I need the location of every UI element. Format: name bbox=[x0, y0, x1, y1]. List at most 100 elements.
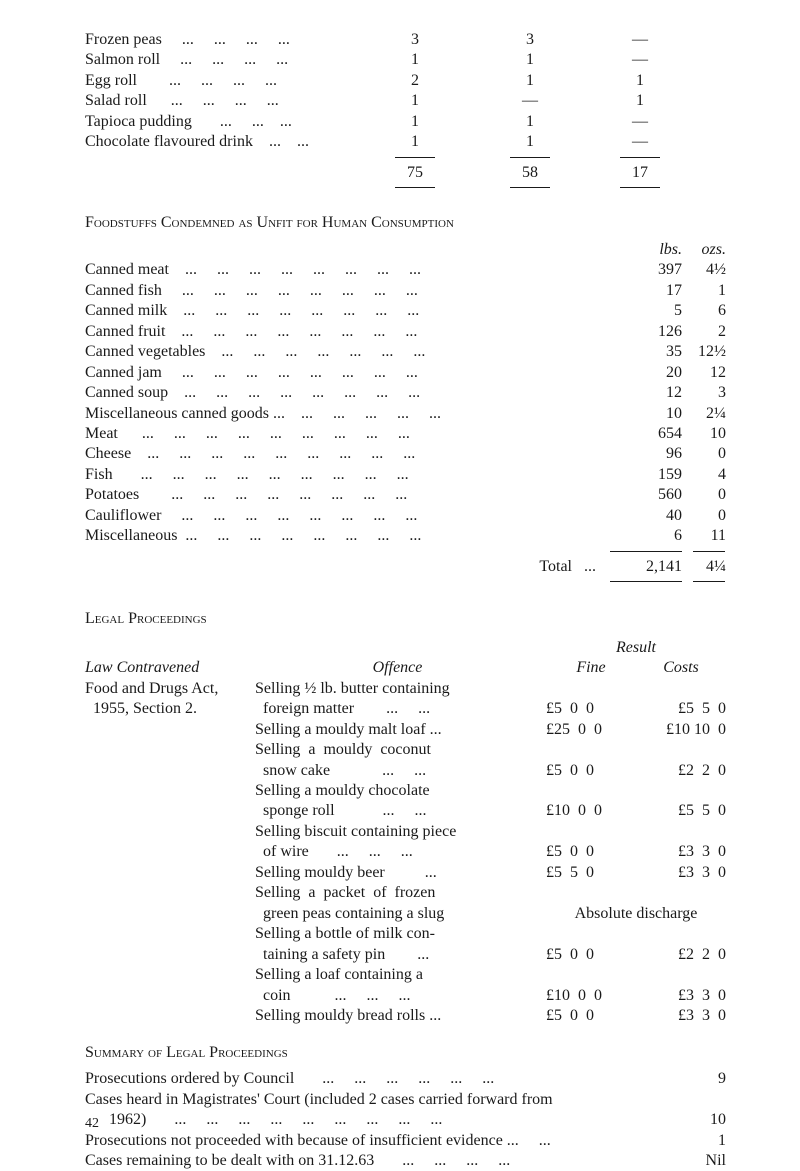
costs-val: £3 3 0 bbox=[636, 842, 726, 862]
offence-text: Selling a mouldy coconut bbox=[255, 740, 546, 760]
col2: — bbox=[475, 91, 585, 111]
item-name: Egg roll ... ... ... ... bbox=[85, 71, 355, 91]
condemned-row: Canned vegetables ... ... ... ... ... ..… bbox=[85, 342, 726, 362]
lbs-val: 35 bbox=[622, 342, 692, 362]
costs-val: £2 2 0 bbox=[636, 945, 726, 965]
lbs-val: 20 bbox=[622, 363, 692, 383]
top-rule bbox=[85, 153, 726, 163]
lbs-val: 40 bbox=[622, 506, 692, 526]
legal-row: taining a safety pin ...£5 0 0£2 2 0 bbox=[255, 945, 726, 965]
condemned-name: Fish ... ... ... ... ... ... ... ... ... bbox=[85, 465, 622, 485]
col3: — bbox=[585, 132, 695, 152]
page: Frozen peas ... ... ... ...33—Salmon rol… bbox=[0, 0, 800, 1159]
summary-row: Cases remaining to be dealt with on 31.1… bbox=[85, 1151, 726, 1171]
law-text-1: Food and Drugs Act, bbox=[85, 679, 255, 699]
legal-row: Selling a mouldy coconut bbox=[255, 740, 726, 760]
summary-label: 1962) ... ... ... ... ... ... ... ... ..… bbox=[85, 1110, 682, 1130]
fine-val: £5 0 0 bbox=[546, 1006, 636, 1026]
condemned-row: Cauliflower ... ... ... ... ... ... ... … bbox=[85, 506, 726, 526]
fine-val: £5 0 0 bbox=[546, 945, 636, 965]
top-table-row: Egg roll ... ... ... ...211 bbox=[85, 71, 726, 91]
legal-row: Selling mouldy beer ...£5 5 0£3 3 0 bbox=[255, 863, 726, 883]
condemned-name: Canned vegetables ... ... ... ... ... ..… bbox=[85, 342, 622, 362]
condemned-name: Miscellaneous canned goods ... ... ... .… bbox=[85, 404, 622, 424]
legal-row: snow cake ... ...£5 0 0£2 2 0 bbox=[255, 761, 726, 781]
condemned-row: Canned soup ... ... ... ... ... ... ... … bbox=[85, 383, 726, 403]
condemned-name: Miscellaneous ... ... ... ... ... ... ..… bbox=[85, 526, 622, 546]
summary-val: 10 bbox=[682, 1110, 726, 1130]
summary-row: Prosecutions ordered by Council ... ... … bbox=[85, 1069, 726, 1089]
lbs-val: 5 bbox=[622, 301, 692, 321]
condemned-title: Foodstuffs Condemned as Unfit for Human … bbox=[85, 213, 726, 233]
condemned-name: Cauliflower ... ... ... ... ... ... ... … bbox=[85, 506, 622, 526]
summary-val: 1 bbox=[682, 1131, 726, 1151]
condemned-name: Potatoes ... ... ... ... ... ... ... ... bbox=[85, 485, 622, 505]
condemned-name: Canned meat ... ... ... ... ... ... ... … bbox=[85, 260, 622, 280]
ozs-val: 4½ bbox=[692, 260, 726, 280]
ozs-val: 0 bbox=[692, 506, 726, 526]
fine-merged: Absolute discharge bbox=[546, 904, 726, 924]
offence-text: taining a safety pin ... bbox=[255, 945, 546, 965]
header-fine: Fine bbox=[546, 658, 636, 678]
lbs-val: 6 bbox=[622, 526, 692, 546]
ozs-val: 2 bbox=[692, 322, 726, 342]
ozs-val: 6 bbox=[692, 301, 726, 321]
fine-val: £5 0 0 bbox=[546, 842, 636, 862]
summary-body: Prosecutions ordered by Council ... ... … bbox=[85, 1069, 726, 1171]
page-number: 42 bbox=[85, 1115, 99, 1133]
summary-val: 9 bbox=[682, 1069, 726, 1089]
ozs-val: 3 bbox=[692, 383, 726, 403]
legal-row: Selling biscuit containing piece bbox=[255, 822, 726, 842]
fine-val: £10 0 0 bbox=[546, 986, 636, 1006]
col3: 1 bbox=[585, 91, 695, 111]
condemned-name: Canned milk ... ... ... ... ... ... ... … bbox=[85, 301, 622, 321]
fine-val: £5 0 0 bbox=[546, 699, 636, 719]
summary-title: Summary of Legal Proceedings bbox=[85, 1043, 726, 1063]
item-name: Salmon roll ... ... ... ... bbox=[85, 50, 355, 70]
total-lbs: 2,141 bbox=[622, 557, 692, 577]
summary-label: Cases remaining to be dealt with on 31.1… bbox=[85, 1151, 682, 1171]
summary-label: Prosecutions not proceeded with because … bbox=[85, 1131, 682, 1151]
fine-val: £10 0 0 bbox=[546, 801, 636, 821]
offence-text: sponge roll ... ... bbox=[255, 801, 546, 821]
costs-val: £10 10 0 bbox=[636, 720, 726, 740]
offence-text: Selling biscuit containing piece bbox=[255, 822, 546, 842]
header-law: Law Contravened bbox=[85, 658, 255, 678]
condemned-row: Fish ... ... ... ... ... ... ... ... ...… bbox=[85, 465, 726, 485]
item-name: Salad roll ... ... ... ... bbox=[85, 91, 355, 111]
fine-val: £25 0 0 bbox=[546, 720, 636, 740]
summary-row: 1962) ... ... ... ... ... ... ... ... ..… bbox=[85, 1110, 726, 1130]
legal-row: of wire ... ... ...£5 0 0£3 3 0 bbox=[255, 842, 726, 862]
col2: 1 bbox=[475, 71, 585, 91]
condemned-row: Cheese ... ... ... ... ... ... ... ... .… bbox=[85, 444, 726, 464]
legal-row: Selling ½ lb. butter containing bbox=[255, 679, 726, 699]
offence-text: Selling a bottle of milk con- bbox=[255, 924, 546, 944]
ozs-val: 2¼ bbox=[692, 404, 726, 424]
header-lbs: lbs. bbox=[622, 240, 692, 260]
condemned-row: Canned jam ... ... ... ... ... ... ... .… bbox=[85, 363, 726, 383]
law-col: Food and Drugs Act, 1955, Section 2. bbox=[85, 679, 255, 1027]
offence-text: Selling a mouldy chocolate bbox=[255, 781, 546, 801]
ozs-val: 1 bbox=[692, 281, 726, 301]
col1: 1 bbox=[355, 132, 475, 152]
condemned-row: Canned fish ... ... ... ... ... ... ... … bbox=[85, 281, 726, 301]
condemned-name: Meat ... ... ... ... ... ... ... ... ... bbox=[85, 424, 622, 444]
col1: 1 bbox=[355, 112, 475, 132]
col2: 1 bbox=[475, 132, 585, 152]
col3: — bbox=[585, 30, 695, 50]
condemned-name: Canned fruit ... ... ... ... ... ... ...… bbox=[85, 322, 622, 342]
legal-body-wrap: Food and Drugs Act, 1955, Section 2. Sel… bbox=[85, 679, 726, 1027]
condemned-rule-bottom bbox=[85, 577, 726, 587]
lbs-val: 12 bbox=[622, 383, 692, 403]
result-header: Result bbox=[546, 638, 726, 658]
top-table-row: Tapioca pudding ... ... ...11— bbox=[85, 112, 726, 132]
item-name: Tapioca pudding ... ... ... bbox=[85, 112, 355, 132]
legal-row: Selling a packet of frozen bbox=[255, 883, 726, 903]
costs-val: £5 5 0 bbox=[636, 801, 726, 821]
costs-val: £5 5 0 bbox=[636, 699, 726, 719]
costs-val: £2 2 0 bbox=[636, 761, 726, 781]
ozs-val: 12 bbox=[692, 363, 726, 383]
offence-text: coin ... ... ... bbox=[255, 986, 546, 1006]
ozs-val: 12½ bbox=[692, 342, 726, 362]
col3: — bbox=[585, 112, 695, 132]
